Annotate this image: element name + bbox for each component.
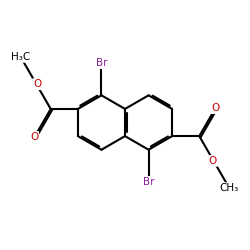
Text: O: O [212,103,220,113]
Text: O: O [30,132,38,142]
Text: Br: Br [143,177,154,187]
Text: Br: Br [96,58,107,68]
Text: CH₃: CH₃ [219,183,238,193]
Text: H₃C: H₃C [12,52,31,62]
Text: O: O [209,156,217,166]
Text: O: O [33,79,41,89]
